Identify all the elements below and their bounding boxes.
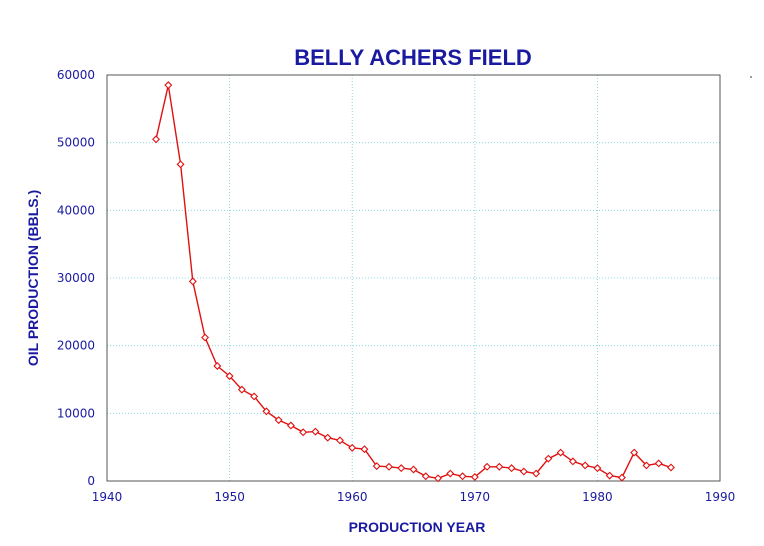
data-point xyxy=(323,433,332,442)
x-tick-label: 1960 xyxy=(337,490,368,504)
data-point xyxy=(581,461,590,470)
x-tick-label: 1980 xyxy=(582,490,613,504)
x-axis-ticks: 1940 1950 1960 1970 1980 1990 xyxy=(92,490,736,504)
data-point xyxy=(630,448,639,457)
data-point xyxy=(556,448,565,457)
data-point xyxy=(593,464,602,473)
data-point xyxy=(335,436,344,445)
data-point xyxy=(201,333,210,342)
data-point xyxy=(164,81,173,90)
data-point xyxy=(176,160,185,169)
x-tick-label: 1940 xyxy=(92,490,123,504)
data-point xyxy=(213,361,222,370)
data-point xyxy=(446,469,455,478)
data-point xyxy=(286,421,295,430)
data-point xyxy=(262,407,271,416)
data-point xyxy=(152,135,161,144)
grid-lines xyxy=(107,75,720,481)
data-point xyxy=(666,463,675,472)
data-point xyxy=(188,277,197,286)
x-tick-label: 1970 xyxy=(460,490,491,504)
data-point xyxy=(507,464,516,473)
data-point xyxy=(483,462,492,471)
y-tick-label: 30000 xyxy=(57,271,95,285)
data-point xyxy=(642,461,651,470)
data-point xyxy=(299,428,308,437)
data-point xyxy=(237,385,246,394)
data-point xyxy=(458,472,467,481)
data-point xyxy=(495,462,504,471)
data-point xyxy=(470,472,479,481)
x-tick-label: 1990 xyxy=(705,490,736,504)
x-axis-label: PRODUCTION YEAR xyxy=(349,519,486,535)
data-point xyxy=(250,392,259,401)
data-point xyxy=(544,454,553,463)
plot-area xyxy=(106,74,721,482)
data-point xyxy=(225,372,234,381)
data-point xyxy=(532,469,541,478)
production-line xyxy=(155,85,672,480)
y-tick-label: 10000 xyxy=(57,406,95,420)
data-point xyxy=(372,462,381,471)
y-axis-ticks: 0 10000 20000 30000 40000 50000 60000 xyxy=(57,68,95,488)
y-tick-label: 0 xyxy=(87,474,95,488)
data-point xyxy=(409,465,418,474)
data-point xyxy=(274,416,283,425)
data-point xyxy=(617,473,626,482)
stray-dot xyxy=(750,76,752,78)
data-point xyxy=(421,472,430,481)
data-point xyxy=(311,427,320,436)
chart-title: BELLY ACHERS FIELD xyxy=(294,45,532,70)
data-point xyxy=(519,467,528,476)
data-markers xyxy=(152,81,675,483)
data-point xyxy=(360,445,369,454)
x-tick-label: 1950 xyxy=(214,490,245,504)
data-point xyxy=(348,443,357,452)
y-tick-label: 50000 xyxy=(57,136,95,150)
y-tick-label: 20000 xyxy=(57,339,95,353)
y-tick-label: 60000 xyxy=(57,68,95,82)
data-point xyxy=(434,474,442,483)
data-point xyxy=(568,457,577,466)
y-tick-label: 40000 xyxy=(57,203,95,217)
data-point xyxy=(654,459,663,468)
data-point xyxy=(385,462,393,471)
data-point xyxy=(397,464,406,473)
y-axis-label: OIL PRODUCTION (BBLS.) xyxy=(25,190,41,366)
data-point xyxy=(605,471,614,480)
